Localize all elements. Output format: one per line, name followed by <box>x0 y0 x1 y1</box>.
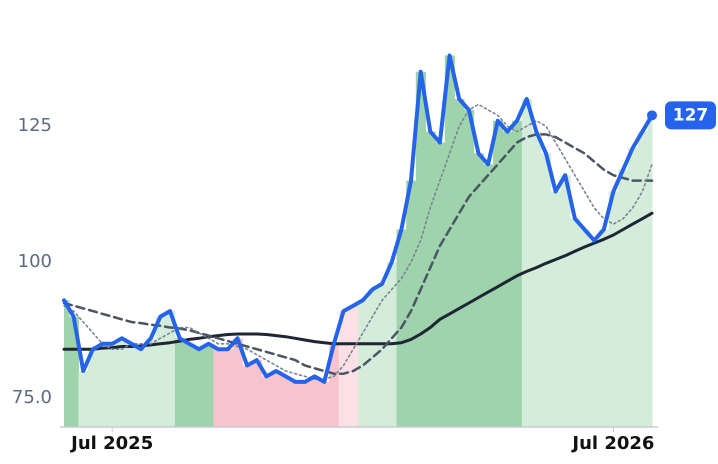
regime-band <box>406 180 417 427</box>
regime-band <box>280 376 292 427</box>
regime-band <box>88 349 99 427</box>
regime-band <box>435 142 446 427</box>
regime-band <box>136 349 147 427</box>
regime-band <box>107 343 118 427</box>
regime-band <box>194 349 205 427</box>
regime-band <box>473 153 484 428</box>
regime-band <box>598 229 610 427</box>
y-tick-label: 75.0 <box>12 387 52 408</box>
regime-band <box>627 147 639 427</box>
regime-band <box>637 131 648 427</box>
regime-band <box>251 360 263 427</box>
regime-band <box>377 283 388 427</box>
regime-band <box>570 218 581 427</box>
regime-band <box>647 115 653 427</box>
last-point <box>647 110 657 121</box>
regime-band <box>521 98 533 428</box>
regime-band <box>242 365 253 427</box>
regime-band <box>97 343 108 427</box>
regime-band <box>165 311 176 427</box>
regime-band <box>68 316 79 427</box>
regime-band <box>541 153 552 428</box>
regime-band <box>64 300 70 427</box>
regime-band <box>579 229 590 427</box>
regime-band <box>483 164 494 427</box>
series-line <box>62 133 654 375</box>
regime-band <box>300 381 311 427</box>
regime-band <box>550 191 561 427</box>
regime-band <box>338 311 349 427</box>
regime-band <box>271 370 282 427</box>
regime-band <box>367 289 378 427</box>
x-tick-label: Jul 2026 <box>570 433 654 454</box>
regime-band <box>618 169 629 427</box>
regime-band <box>512 120 523 428</box>
y-tick-label: 100 <box>18 251 52 272</box>
regime-band <box>145 338 157 427</box>
regime-band <box>329 343 340 427</box>
series-line <box>62 211 654 351</box>
regime-band <box>560 175 571 427</box>
regime-band <box>531 131 542 427</box>
regime-band <box>502 131 513 427</box>
last-value-label: 127 <box>673 105 709 125</box>
regime-band <box>261 376 272 427</box>
regime-band <box>117 338 128 427</box>
regime-band <box>454 98 465 428</box>
regime-band <box>174 338 185 427</box>
y-tick-label: 125 <box>18 115 52 136</box>
regime-band <box>155 316 166 427</box>
series-line <box>62 53 654 384</box>
regime-band <box>78 370 89 427</box>
regime-band <box>319 381 330 427</box>
x-tick-label: Jul 2025 <box>69 433 153 454</box>
regime-band <box>608 191 619 427</box>
regime-band <box>492 120 504 428</box>
regime-band <box>589 240 600 427</box>
regime-band <box>415 71 426 428</box>
regime-band <box>203 343 214 427</box>
regime-band <box>290 381 301 427</box>
regime-band <box>309 376 320 427</box>
regime-band <box>223 349 234 427</box>
regime-band <box>444 55 455 428</box>
regime-band <box>425 131 436 427</box>
regime-band <box>348 305 359 427</box>
regime-band <box>213 349 224 427</box>
regime-band <box>464 109 475 427</box>
regime-band <box>126 343 137 427</box>
series-line <box>63 103 653 380</box>
regime-band <box>358 300 369 427</box>
last-value-badge <box>665 101 716 130</box>
regime-band <box>184 343 195 427</box>
regime-band <box>232 338 243 427</box>
